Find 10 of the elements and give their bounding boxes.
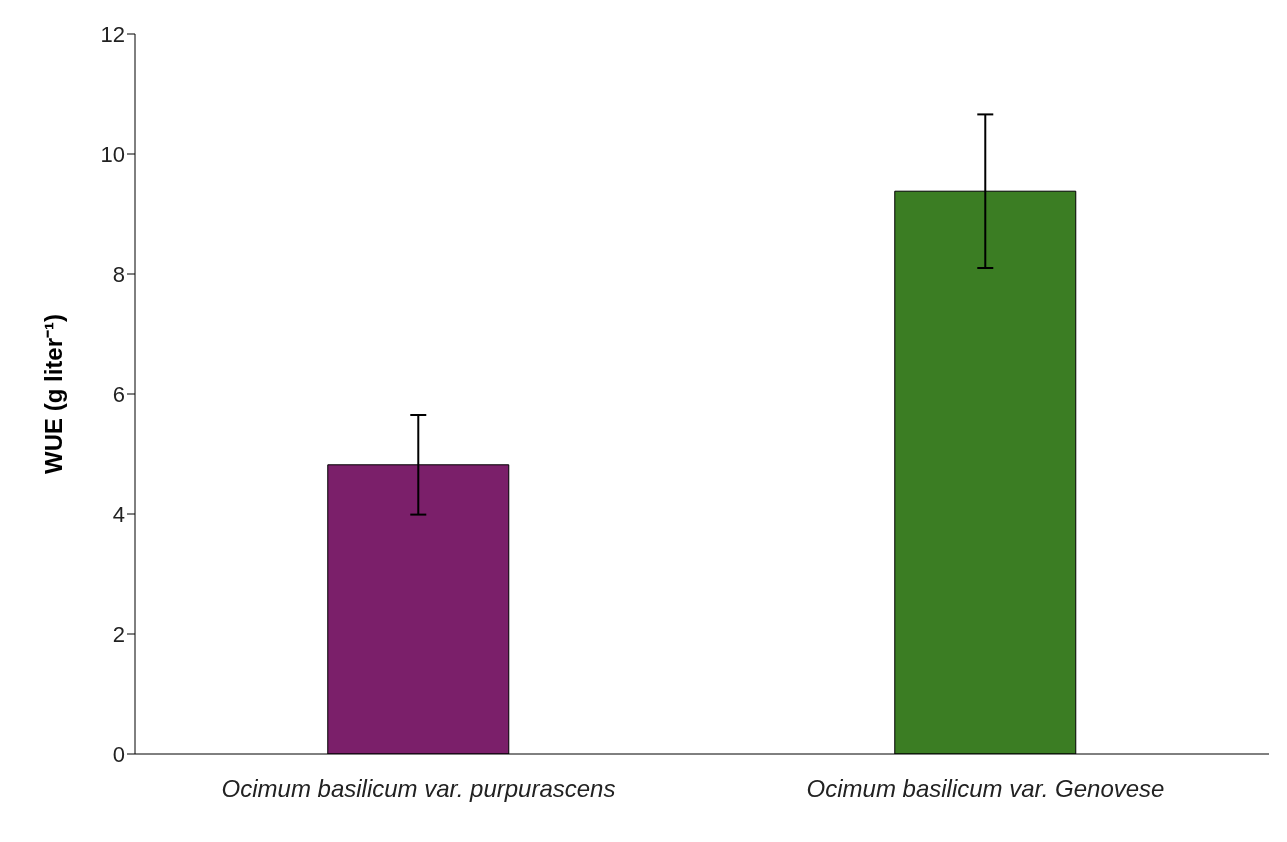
- y-tick-label: 0: [112, 741, 125, 767]
- y-tick-label: 12: [100, 21, 125, 47]
- y-tick-label: 10: [100, 141, 125, 167]
- y-tick-label: 4: [112, 501, 125, 527]
- y-axis-title: WUE (g liter⁻¹): [39, 314, 67, 474]
- y-tick-label: 8: [112, 261, 125, 287]
- x-tick-label: Ocimum basilicum var. Genovese: [806, 775, 1165, 803]
- y-tick-label: 2: [112, 621, 125, 647]
- y-tick-label: 6: [112, 381, 125, 407]
- x-tick-label: Ocimum basilicum var. purpurascens: [221, 775, 616, 803]
